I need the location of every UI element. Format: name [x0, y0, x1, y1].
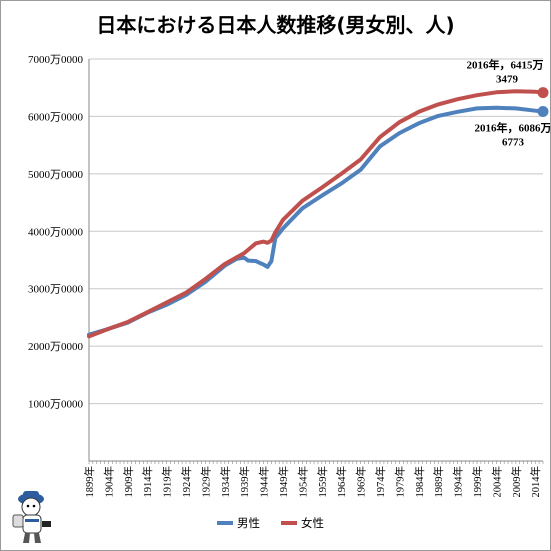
x-tick-label: 1904年 [102, 466, 115, 498]
x-tick-label: 1964年 [335, 466, 348, 498]
x-tick-label: 1909年 [122, 466, 135, 498]
x-tick-label: 1954年 [296, 466, 309, 498]
y-tick-label: 5000万0000 [28, 169, 83, 181]
female-series-line [87, 89, 545, 339]
x-tick-label: 1974年 [374, 466, 387, 498]
y-tick-label: 7000万0000 [28, 54, 83, 66]
female-annotation-line1: 2016年，6415万 [467, 58, 544, 72]
x-tick-label: 1959年 [316, 466, 329, 498]
x-tick-label: 1944年 [258, 466, 271, 498]
male-end-marker [537, 105, 549, 117]
x-tick-label: 1979年 [393, 466, 406, 498]
chart-title: 日本における日本人数推移(男女別、人) [96, 13, 455, 37]
x-tick-label: 1984年 [413, 466, 426, 498]
reporter-mascot-icon [12, 491, 51, 543]
y-tick-label: 2000万0000 [28, 341, 83, 353]
female-end-marker [537, 87, 549, 99]
y-tick-label: 3000万0000 [28, 284, 83, 296]
x-tick-label: 1919年 [161, 466, 174, 498]
female-annotation-line2: 3479 [496, 74, 519, 86]
male-series-line [87, 105, 545, 337]
x-tick-label: 1969年 [355, 466, 368, 498]
legend-male-label: 男性 [237, 516, 260, 530]
x-tick-label: 2009年 [510, 466, 523, 498]
x-tick-label: 1934年 [219, 466, 232, 498]
x-tick-label: 1994年 [452, 466, 465, 498]
x-tick-label: 2004年 [490, 466, 503, 498]
x-tick-label: 1924年 [180, 466, 193, 498]
y-tick-label: 4000万0000 [28, 226, 83, 238]
x-tick-label: 1939年 [238, 466, 251, 498]
legend-female-label: 女性 [301, 516, 324, 530]
male-annotation-line1: 2016年，6086万 [475, 120, 551, 134]
y-tick-label: 6000万0000 [28, 111, 83, 123]
x-tick-label: 1914年 [141, 466, 154, 498]
y-tick-label: 1000万0000 [28, 399, 83, 411]
x-tick-label: 1899年 [83, 466, 96, 498]
x-tick-label: 1929年 [199, 466, 212, 498]
x-tick-label: 1989年 [432, 466, 445, 498]
x-tick-label: 1949年 [277, 466, 290, 498]
male-annotation-line2: 6773 [502, 136, 525, 148]
x-tick-label: 2014年 [529, 466, 542, 498]
x-tick-label: 1999年 [471, 466, 484, 498]
